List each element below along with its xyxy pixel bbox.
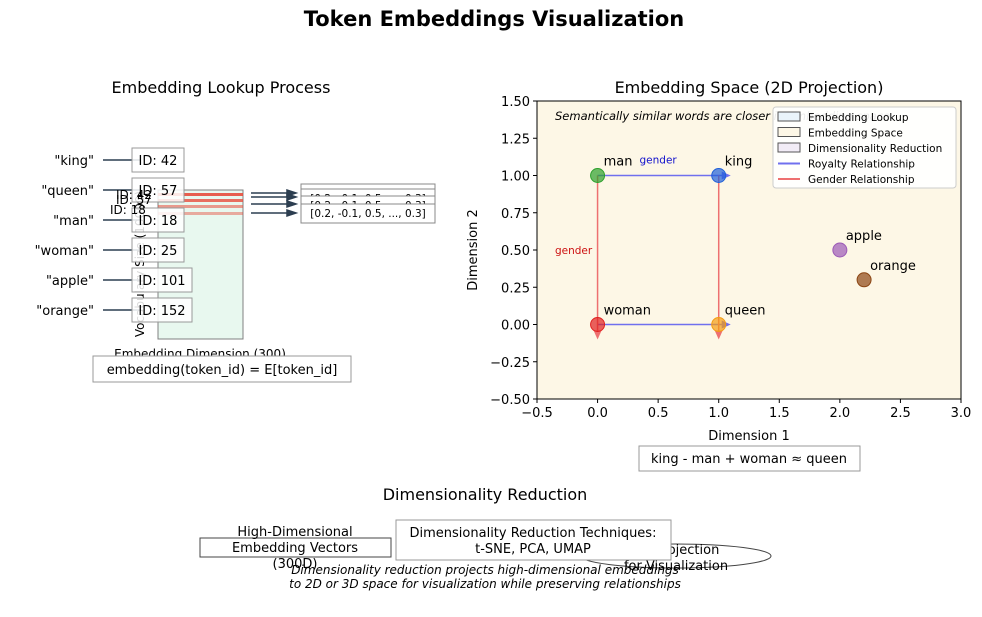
token-id: ID: 101 [138,274,185,289]
point-label-queen: queen [725,304,766,319]
vector-box [300,203,436,224]
x-tick-label: 0.5 [648,406,669,421]
point-label-man: man [604,155,633,170]
point-apple [832,242,848,258]
vector-boxes: [0.2, -0.1, 0.5, ..., 0.3] [0.2, -0.1, 0… [300,183,436,224]
x-tick-label: 3.0 [951,406,972,421]
legend-label: Embedding Space [808,128,903,140]
techniques-text: t-SNE, PCA, UMAP [475,542,591,557]
token-id: ID: 18 [139,214,178,229]
legend-label: Dimensionality Reduction [808,143,942,155]
x-tick-label: −0.5 [521,406,553,421]
x-tick-label: 2.0 [830,406,851,421]
lookup-title: Embedding Lookup Process [112,78,331,97]
reduction-caption: Dimensionality reduction projects high-d… [291,563,679,577]
figure-title: Token Embeddings Visualization [304,7,685,31]
arrow-head [286,192,299,202]
gender-relation-arrowhead [593,330,602,340]
gender-relation-arrowhead [714,330,723,340]
token-id: ID: 42 [139,154,178,169]
arrow-head [286,199,299,209]
token-id-box [131,177,185,203]
token-id-box [131,147,185,173]
legend-label: Embedding Lookup [808,112,909,124]
x-axis-label: Dimension 1 [708,429,790,444]
token-id-box [131,297,193,323]
y-tick-label: −0.50 [490,393,530,408]
arrow-head [286,208,299,218]
techniques-box [395,519,672,561]
x-tick-label: 2.5 [890,406,911,421]
token-word: "woman" [35,244,94,259]
formula-box [92,355,352,383]
point-man [590,168,606,183]
point-king [711,168,727,183]
legend-swatch [777,142,801,153]
token-id-box [131,267,193,293]
overlap-id-label: ID: 42 [116,188,152,202]
high-dim-text: Embedding Vectors [232,541,358,556]
formula-text: embedding(token_id) = E[token_id] [107,363,338,378]
point-label-woman: woman [604,304,651,319]
y-tick-label: 0.50 [501,244,530,259]
projection-text: for Visualization [624,559,728,574]
matrix-row-highlight [158,199,243,202]
space-title: Embedding Space (2D Projection) [615,78,884,97]
legend-label: Royalty Relationship [808,159,915,171]
techniques-text: Dimensionality Reduction Techniques: [410,526,657,541]
overlap-id-label: ID: 57 [116,193,152,207]
legend-box [772,106,957,189]
token-id-box [131,207,185,233]
y-tick-label: 0.25 [501,281,530,296]
reduction-caption: to 2D or 3D space for visualization whil… [289,577,681,591]
gender-relation-label: gender [555,245,593,257]
vector-label: [0.2, -0.1, 0.5, ..., 0.3] [310,208,426,220]
x-tick-label: 0.0 [587,406,608,421]
y-tick-label: 1.50 [501,95,530,110]
matrix-row-highlight [158,212,243,215]
reduction-title: Dimensionality Reduction [383,485,588,504]
matrix-row-highlight [158,193,243,196]
analogy-text: king - man + woman ≈ queen [651,452,847,467]
space-panel: Embedding Space (2D Projection) Semantic… [466,78,972,472]
lookup-panel: Embedding Lookup Process Vocabulary Size… [35,78,436,383]
y-tick-label: 0.00 [501,319,530,334]
legend-swatch [777,111,801,122]
high-dim-text: High-Dimensional [237,525,352,540]
matrix-row-highlight [158,205,243,208]
x-tick-label: 1.5 [769,406,790,421]
token-word: "orange" [36,304,94,319]
reduction-panel: Dimensionality Reduction High-Dimensiona… [199,485,772,591]
token-word: "man" [53,214,94,229]
point-queen [711,317,727,332]
token-id: ID: 57 [139,184,178,199]
token-id: ID: 152 [138,304,185,319]
high-dim-text: (300D) [273,557,318,572]
token-word: "king" [54,154,94,169]
token-id: ID: 25 [139,244,178,259]
legend-label: Gender Relationship [808,174,915,186]
x-tick-label: 1.0 [708,406,729,421]
point-label-apple: apple [846,229,882,244]
token-word: "queen" [41,184,94,199]
point-label-orange: orange [870,259,916,274]
token-word: "apple" [46,274,94,289]
point-orange [856,272,872,288]
legend-swatch [777,127,801,137]
y-tick-label: 1.25 [501,132,530,147]
royalty-relation-label: gender [640,155,678,167]
y-tick-label: 0.75 [501,207,530,222]
y-tick-label: 1.00 [501,170,530,185]
point-woman [590,317,606,332]
overlap-id-label: ID: 18 [110,203,146,217]
point-label-king: king [725,155,753,170]
y-tick-label: −0.25 [490,356,530,371]
analogy-box [638,445,861,472]
high-dim-box [199,537,392,558]
token-id-box [131,237,185,263]
y-axis-label: Dimension 2 [466,209,481,291]
